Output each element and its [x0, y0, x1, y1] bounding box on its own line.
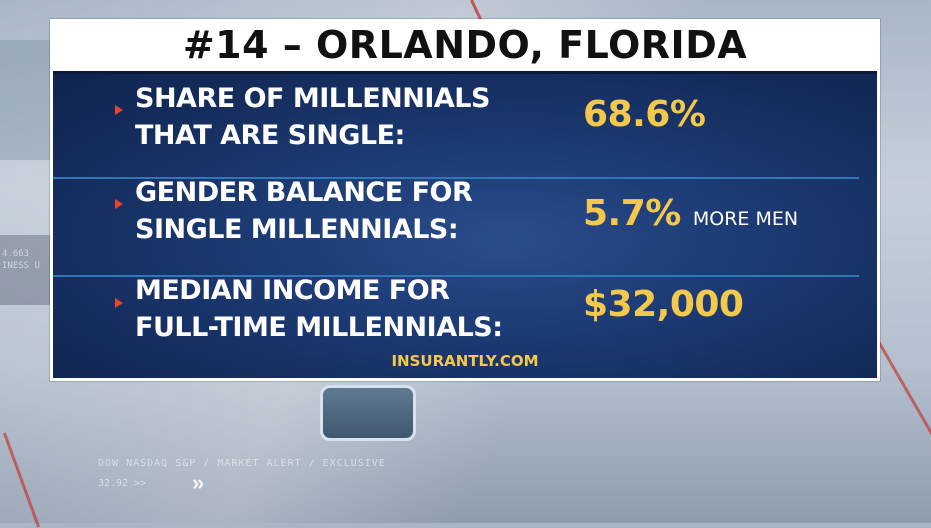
- background-text: 4.663 INESS U: [2, 249, 40, 271]
- stat-label: SHARE OF MILLENNIALS THAT ARE SINGLE:: [135, 83, 490, 151]
- background-block: [320, 385, 416, 441]
- triangle-bullet-icon: [115, 298, 123, 308]
- background-panel: [0, 40, 50, 160]
- stat-value-suffix: MORE MEN: [692, 208, 799, 230]
- stat-value: $32,000: [583, 284, 744, 325]
- background-ticker: DOW NASDAQ S&P / MARKET ALERT / EXCLUSIV…: [98, 458, 386, 469]
- background-panel: [0, 235, 50, 305]
- stats-panel: SHARE OF MILLENNIALS THAT ARE SINGLE: 68…: [53, 71, 877, 378]
- row-divider: [53, 275, 859, 277]
- info-card: #14 – ORLANDO, FLORIDA SHARE OF MILLENNI…: [50, 19, 880, 381]
- source-credit: INSURANTLY.COM: [391, 352, 539, 370]
- row-divider: [53, 177, 859, 179]
- triangle-bullet-icon: [115, 105, 123, 115]
- panel-top-border: [53, 71, 877, 74]
- triangle-bullet-icon: [115, 199, 123, 209]
- stat-label: GENDER BALANCE FOR SINGLE MILLENNIALS:: [135, 177, 473, 245]
- chevron-right-icon: »: [192, 470, 205, 495]
- title-bar: #14 – ORLANDO, FLORIDA: [50, 19, 880, 71]
- stat-value: 5.7% MORE MEN: [583, 193, 799, 234]
- stat-label: MEDIAN INCOME FOR FULL-TIME MILLENNIALS:: [135, 275, 503, 343]
- background-ticker-value: 32.92 >>: [98, 478, 147, 489]
- stat-value: 68.6%: [583, 94, 706, 135]
- page-title: #14 – ORLANDO, FLORIDA: [182, 23, 748, 67]
